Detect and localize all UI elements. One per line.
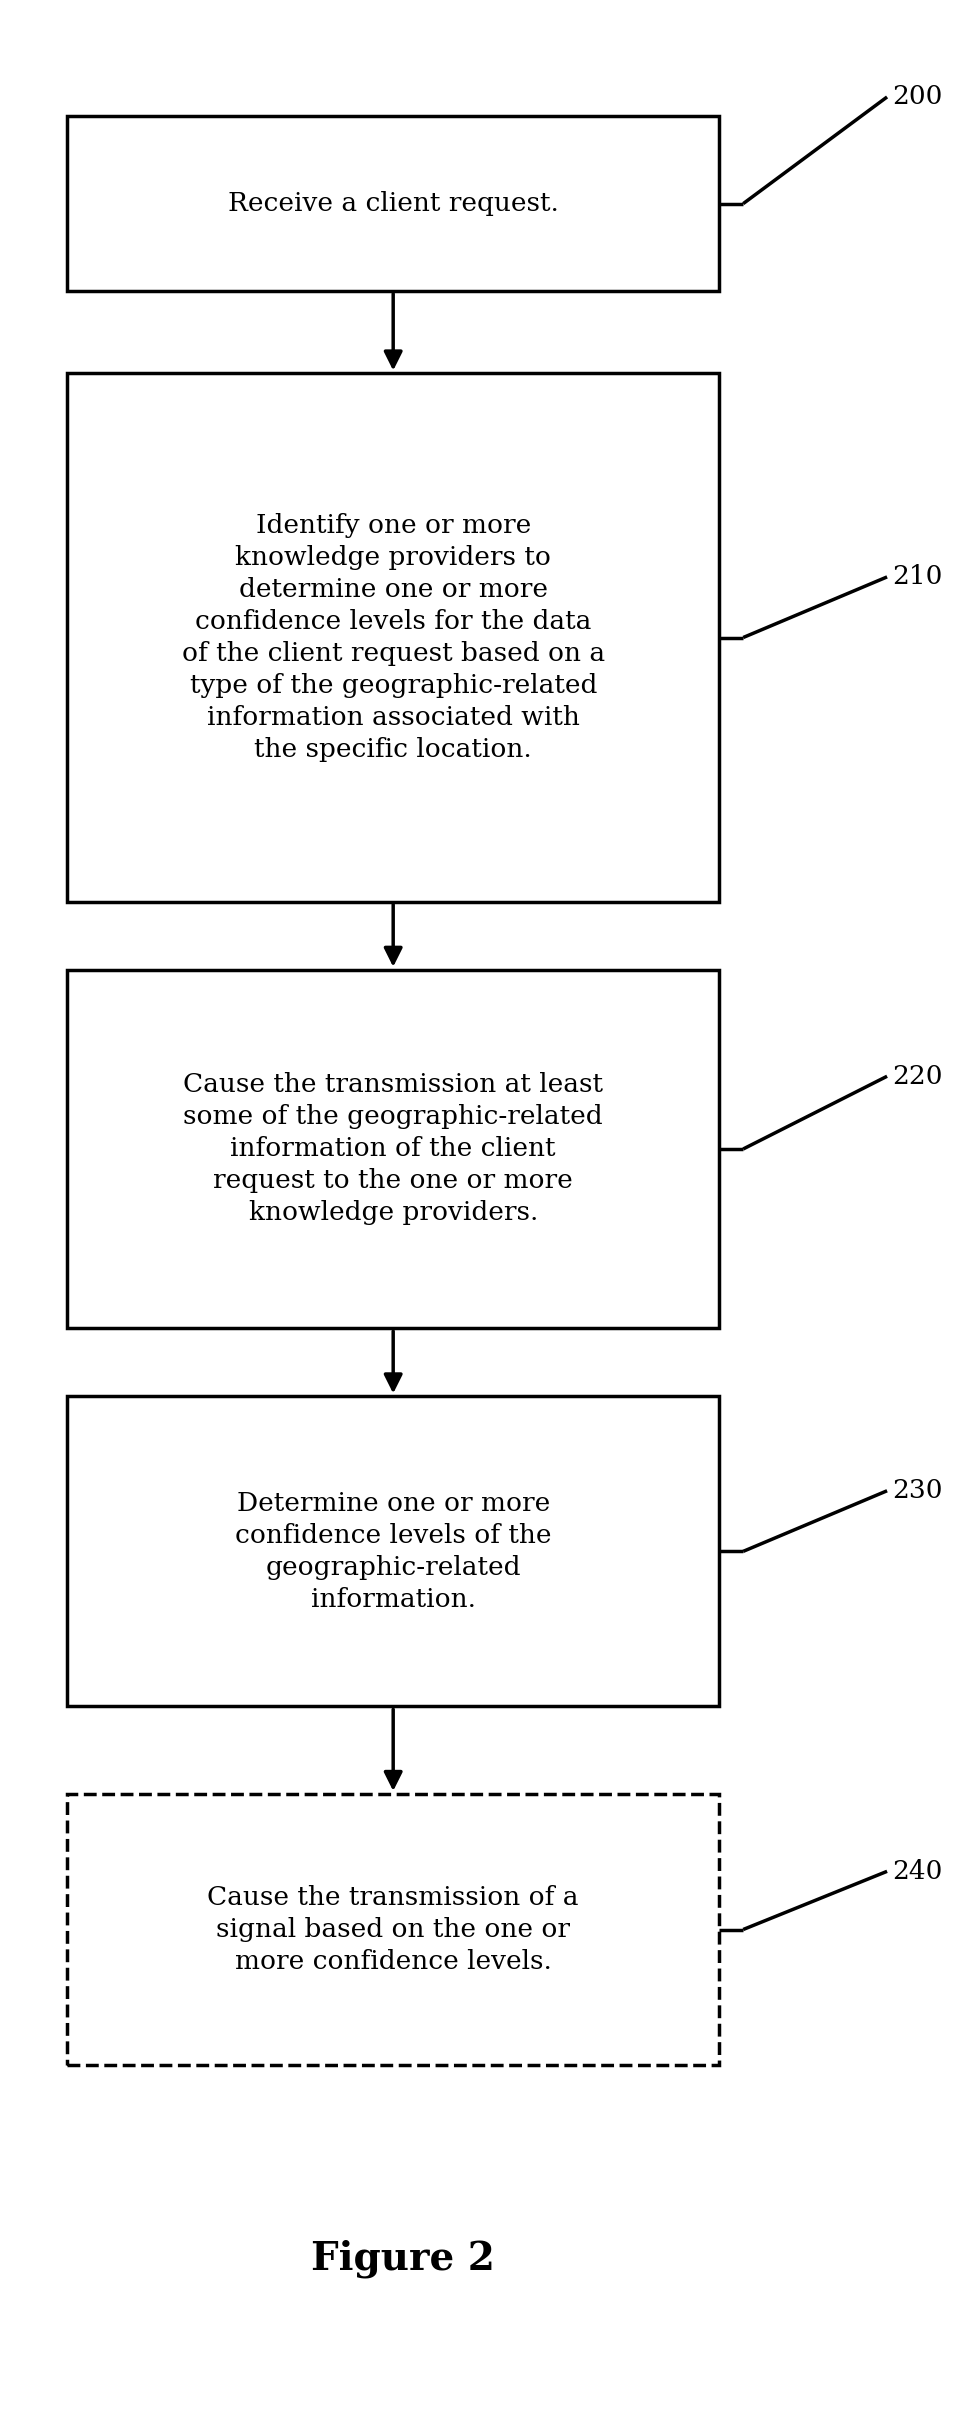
Text: 240: 240 [892, 1859, 943, 1883]
FancyBboxPatch shape [67, 970, 719, 1328]
Text: Receive a client request.: Receive a client request. [227, 191, 559, 216]
FancyBboxPatch shape [67, 116, 719, 291]
Text: Cause the transmission of a
signal based on the one or
more confidence levels.: Cause the transmission of a signal based… [207, 1886, 579, 1973]
Text: Identify one or more
knowledge providers to
determine one or more
confidence lev: Identify one or more knowledge providers… [181, 514, 605, 761]
FancyBboxPatch shape [67, 1794, 719, 2065]
FancyBboxPatch shape [67, 373, 719, 902]
Text: Figure 2: Figure 2 [311, 2240, 495, 2279]
Text: 220: 220 [892, 1064, 943, 1088]
Text: 200: 200 [892, 85, 943, 109]
FancyBboxPatch shape [67, 1396, 719, 1706]
Text: Determine one or more
confidence levels of the
geographic-related
information.: Determine one or more confidence levels … [235, 1491, 551, 1612]
Text: Cause the transmission at least
some of the geographic-related
information of th: Cause the transmission at least some of … [183, 1071, 603, 1227]
Text: 230: 230 [892, 1479, 943, 1503]
Text: 210: 210 [892, 565, 943, 589]
